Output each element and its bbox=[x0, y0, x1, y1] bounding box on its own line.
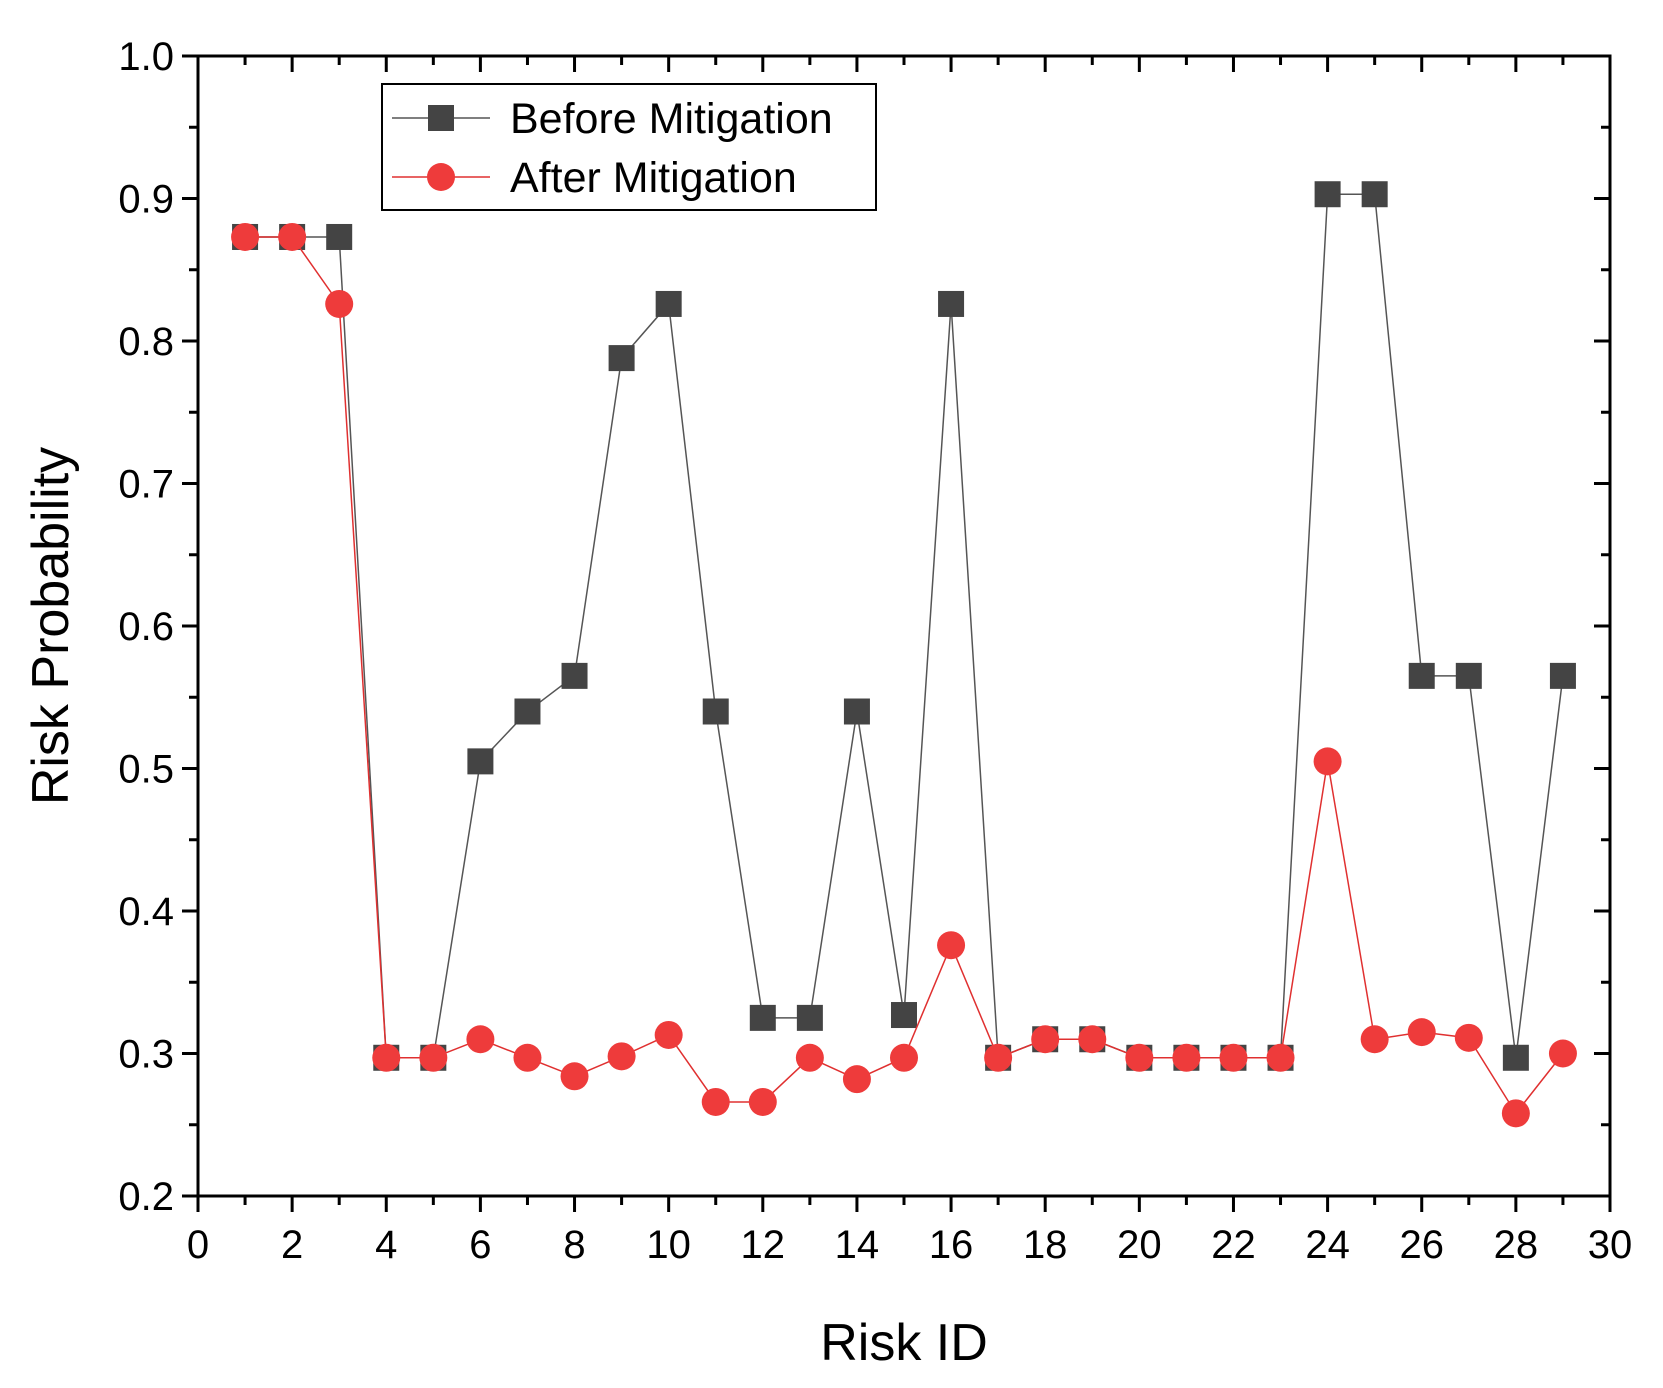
data-point-square bbox=[796, 1004, 823, 1031]
x-tick-label: 22 bbox=[1211, 1223, 1256, 1267]
x-tick-label: 4 bbox=[375, 1223, 397, 1267]
data-point-square bbox=[749, 1004, 776, 1031]
x-tick-label: 8 bbox=[563, 1223, 585, 1267]
x-tick-label: 20 bbox=[1117, 1223, 1162, 1267]
data-point-circle bbox=[560, 1062, 589, 1091]
y-tick-label: 0.7 bbox=[118, 463, 174, 507]
legend-box bbox=[381, 83, 877, 211]
y-tick-label: 1.0 bbox=[118, 35, 174, 79]
data-point-circle bbox=[984, 1043, 1013, 1072]
y-tick-label: 0.9 bbox=[118, 178, 174, 222]
tick-labels: 0 2 4 6 8 10 12 14 16 18 20 22 24 26 28 300.20.30.40.50… bbox=[118, 35, 1632, 1267]
data-point-square bbox=[1502, 1044, 1529, 1071]
data-point-square bbox=[1408, 662, 1435, 689]
legend-label-before: Before Mitigation bbox=[510, 95, 833, 143]
y-tick-label: 0.6 bbox=[118, 605, 174, 649]
data-point-circle bbox=[937, 931, 966, 960]
data-point-circle bbox=[419, 1043, 448, 1072]
legend-marker-after bbox=[427, 163, 455, 191]
data-point-circle bbox=[1266, 1043, 1295, 1072]
data-point-circle bbox=[795, 1043, 824, 1072]
data-point-square bbox=[514, 698, 541, 725]
x-tick-label: 24 bbox=[1305, 1223, 1350, 1267]
data-point-circle bbox=[1501, 1099, 1530, 1128]
data-point-circle bbox=[1313, 747, 1342, 776]
data-point-circle bbox=[1407, 1018, 1436, 1047]
data-point-circle bbox=[654, 1020, 683, 1049]
x-tick-label: 10 bbox=[646, 1223, 691, 1267]
data-point-square bbox=[702, 698, 729, 725]
legend-label-after: After Mitigation bbox=[510, 154, 797, 202]
data-point-circle bbox=[1172, 1043, 1201, 1072]
data-point-circle bbox=[842, 1065, 871, 1094]
data-point-circle bbox=[1219, 1043, 1248, 1072]
data-point-circle bbox=[607, 1042, 636, 1071]
data-point-square bbox=[843, 698, 870, 725]
data-point-circle bbox=[466, 1025, 495, 1054]
x-tick-label: 0 bbox=[187, 1223, 209, 1267]
data-point-square bbox=[1455, 662, 1482, 689]
x-axis-title: Risk ID bbox=[820, 1314, 988, 1372]
data-point-square bbox=[561, 662, 588, 689]
data-point-square bbox=[467, 748, 494, 775]
x-tick-label: 12 bbox=[741, 1223, 786, 1267]
series-layer bbox=[231, 181, 1577, 1128]
axis-ticks bbox=[182, 54, 1612, 1212]
data-point-circle bbox=[513, 1043, 542, 1072]
data-point-circle bbox=[748, 1087, 777, 1116]
data-point-square bbox=[608, 345, 635, 372]
series-line bbox=[245, 193, 1564, 1059]
y-tick-label: 0.8 bbox=[118, 320, 174, 364]
data-point-square bbox=[891, 1002, 917, 1029]
x-tick-label: 16 bbox=[929, 1223, 974, 1267]
x-tick-label: 30 bbox=[1588, 1223, 1633, 1267]
data-point-circle bbox=[372, 1043, 401, 1072]
data-point-square bbox=[326, 223, 353, 250]
data-point-circle bbox=[325, 289, 354, 318]
data-point-circle bbox=[1078, 1025, 1107, 1054]
data-point-circle bbox=[231, 222, 260, 251]
y-axis-title: Risk Probability bbox=[22, 447, 80, 805]
y-tick-label: 0.3 bbox=[118, 1033, 174, 1077]
data-point-square bbox=[1549, 662, 1576, 689]
data-point-circle bbox=[701, 1087, 730, 1116]
y-tick-label: 0.2 bbox=[118, 1175, 174, 1219]
legend-marker-before bbox=[428, 105, 454, 131]
data-point-circle bbox=[890, 1043, 918, 1072]
data-point-circle bbox=[278, 222, 307, 251]
data-point-circle bbox=[1031, 1025, 1060, 1054]
data-point-circle bbox=[1454, 1023, 1483, 1052]
x-tick-label: 28 bbox=[1494, 1223, 1539, 1267]
series-line bbox=[245, 236, 1564, 1115]
y-tick-label: 0.4 bbox=[118, 890, 174, 934]
legend: Before Mitigation After Mitigation bbox=[381, 83, 877, 211]
y-tick-label: 0.5 bbox=[118, 748, 174, 792]
series-0 bbox=[232, 181, 1576, 1071]
x-tick-label: 6 bbox=[469, 1223, 491, 1267]
data-point-square bbox=[655, 290, 682, 317]
data-point-circle bbox=[1360, 1025, 1389, 1054]
x-tick-label: 14 bbox=[835, 1223, 880, 1267]
x-tick-label: 2 bbox=[281, 1223, 303, 1267]
data-point-square bbox=[938, 290, 965, 317]
data-point-square bbox=[1361, 181, 1388, 208]
data-point-circle bbox=[1125, 1043, 1154, 1072]
data-point-circle bbox=[1548, 1039, 1577, 1068]
series-1 bbox=[231, 222, 1577, 1128]
x-tick-label: 26 bbox=[1399, 1223, 1444, 1267]
data-point-square bbox=[1314, 181, 1341, 208]
x-tick-label: 18 bbox=[1023, 1223, 1068, 1267]
